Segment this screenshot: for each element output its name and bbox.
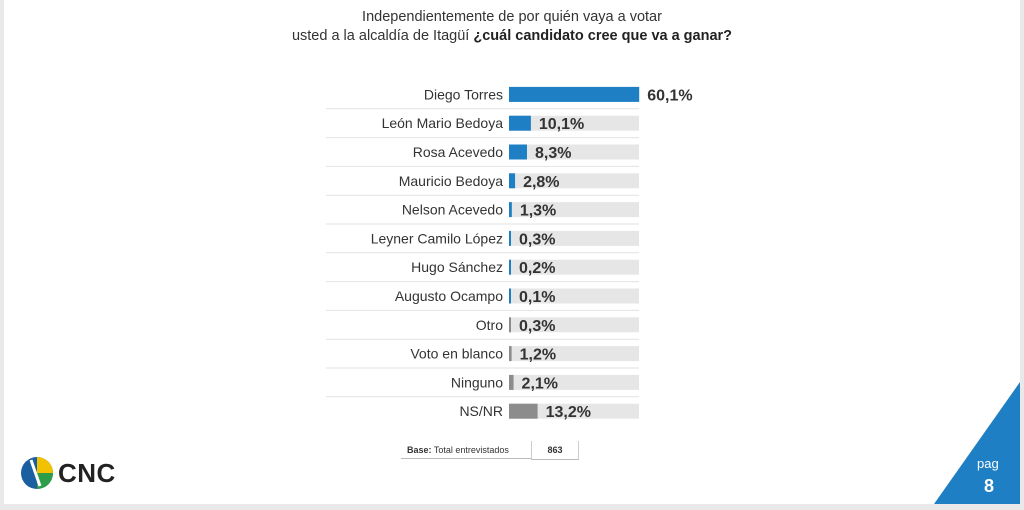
bar xyxy=(509,374,514,390)
bar-track xyxy=(509,259,639,275)
category-label: Rosa Acevedo xyxy=(413,144,503,160)
bar-track xyxy=(509,144,639,160)
bar-track xyxy=(509,346,639,362)
value-label: 2,8% xyxy=(523,174,559,191)
value-label: 0,3% xyxy=(519,231,555,248)
logo-text: CNC xyxy=(58,458,116,488)
base-label: Base: Total entrevistados xyxy=(401,441,531,459)
value-label: 2,1% xyxy=(522,375,558,392)
category-label: Augusto Ocampo xyxy=(395,288,503,304)
bar xyxy=(509,259,511,275)
value-label: 10,1% xyxy=(539,116,584,133)
category-label: Diego Torres xyxy=(424,86,503,102)
bar xyxy=(509,403,538,419)
chart-title-line-1: Independientemente de por quién vaya a v… xyxy=(362,9,662,25)
category-label: León Mario Bedoya xyxy=(382,115,504,131)
chart-title-line-2: usted a la alcaldía de Itagüí ¿cuál cand… xyxy=(291,28,733,44)
value-label: 60,1% xyxy=(647,87,692,104)
value-label: 0,3% xyxy=(519,318,555,335)
category-label: Hugo Sánchez xyxy=(411,259,503,275)
bar xyxy=(509,230,511,246)
bar-track xyxy=(509,202,639,218)
value-label: 8,3% xyxy=(535,145,571,162)
value-label: 1,2% xyxy=(520,347,556,364)
bar-track xyxy=(509,374,639,390)
page-corner-shape xyxy=(934,382,1020,504)
slide: Independientemente de por quién vaya a v… xyxy=(4,0,1020,504)
bar xyxy=(509,144,527,160)
bar xyxy=(509,288,511,304)
value-label: 13,2% xyxy=(546,404,591,421)
bar-track xyxy=(509,115,639,131)
bar xyxy=(509,86,640,102)
page-number: 8 xyxy=(984,476,995,496)
bar-chart: Diego Torres 60,1% León Mario Bedoya 10,1% R… xyxy=(326,86,693,421)
bar-track xyxy=(509,173,639,189)
category-label: Mauricio Bedoya xyxy=(399,173,503,189)
chart-title-question: ¿cuál candidato cree que va a ganar? xyxy=(473,28,733,44)
bar xyxy=(509,173,516,189)
cnc-logo: CNC xyxy=(20,456,140,492)
category-label: Voto en blanco xyxy=(410,346,503,362)
bar xyxy=(509,202,512,218)
bar xyxy=(509,346,512,362)
bar-track xyxy=(509,288,639,304)
bar-track xyxy=(509,317,639,333)
base-value: 863 xyxy=(531,441,579,460)
value-label: 0,2% xyxy=(519,260,555,277)
bar xyxy=(509,115,531,131)
category-label: Otro xyxy=(476,317,503,333)
bar-track xyxy=(509,230,639,246)
category-label: Leyner Camilo López xyxy=(371,230,503,246)
value-label: 1,3% xyxy=(520,203,556,220)
bar xyxy=(509,317,511,333)
category-label: Nelson Acevedo xyxy=(402,202,503,218)
value-label: 0,1% xyxy=(519,289,555,306)
cnc-logo-icon xyxy=(21,457,53,489)
category-label: Ninguno xyxy=(451,374,503,390)
page-label: pag xyxy=(977,456,999,471)
category-label: NS/NR xyxy=(459,403,503,419)
base-box: Base: Total entrevistados 863 xyxy=(401,441,579,460)
bar-track xyxy=(509,403,639,419)
